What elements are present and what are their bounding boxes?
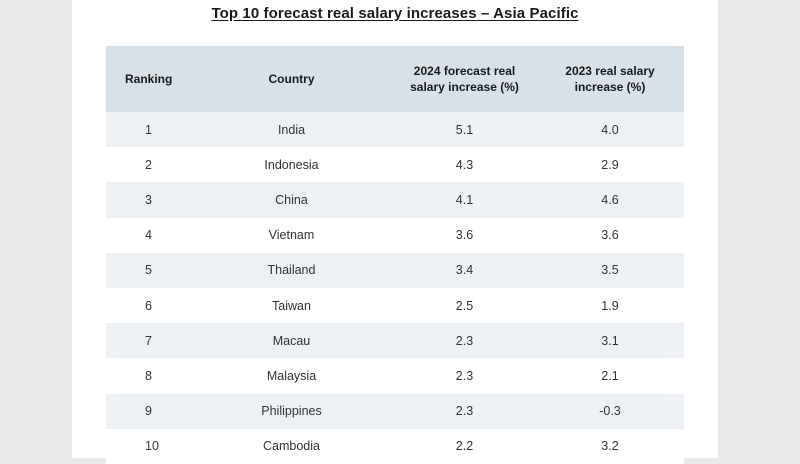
cell-2023-actual: 3.1 — [536, 323, 684, 359]
cell-2023-actual: 2.9 — [536, 147, 684, 183]
cell-country: Philippines — [190, 393, 393, 429]
cell-rank: 2 — [106, 147, 190, 183]
table-row: 4 Vietnam 3.6 3.6 — [106, 217, 684, 253]
cell-2023-actual: 1.9 — [536, 287, 684, 324]
table-row: 3 China 4.1 4.6 — [106, 182, 684, 218]
cell-2024-forecast: 2.2 — [393, 428, 536, 464]
cell-country: Taiwan — [190, 287, 393, 324]
table-header: Ranking Country 2024 forecast real salar… — [106, 46, 684, 112]
article-page: Top 10 forecast real salary increases – … — [72, 0, 718, 464]
table-row: 8 Malaysia 2.3 2.1 — [106, 358, 684, 394]
cell-rank: 8 — [106, 358, 190, 394]
cell-2024-forecast: 2.5 — [393, 287, 536, 324]
header-2024-forecast: 2024 forecast real salary increase (%) — [393, 46, 536, 112]
salary-table-container: Ranking Country 2024 forecast real salar… — [106, 46, 684, 464]
cell-2024-forecast: 2.3 — [393, 393, 536, 429]
cell-rank: 7 — [106, 323, 190, 359]
cell-country: Malaysia — [190, 358, 393, 394]
cell-2024-forecast: 2.3 — [393, 358, 536, 394]
cell-2023-actual: 3.6 — [536, 217, 684, 253]
cell-2023-actual: 4.0 — [536, 112, 684, 148]
cell-2024-forecast: 4.1 — [393, 182, 536, 218]
cell-rank: 3 — [106, 182, 190, 218]
cell-rank: 5 — [106, 252, 190, 288]
cell-2023-actual: 4.6 — [536, 182, 684, 218]
cell-rank: 6 — [106, 287, 190, 324]
header-row: Ranking Country 2024 forecast real salar… — [106, 46, 684, 112]
cell-rank: 1 — [106, 112, 190, 148]
cell-2023-actual: 2.1 — [536, 358, 684, 394]
table-row: 6 Taiwan 2.5 1.9 — [106, 287, 684, 324]
table-row: 7 Macau 2.3 3.1 — [106, 323, 684, 359]
cell-country: China — [190, 182, 393, 218]
cell-2024-forecast: 3.4 — [393, 252, 536, 288]
cell-rank: 10 — [106, 428, 190, 464]
cell-country: Vietnam — [190, 217, 393, 253]
header-ranking: Ranking — [106, 46, 190, 112]
header-2023-actual: 2023 real salary increase (%) — [536, 46, 684, 112]
cell-rank: 9 — [106, 393, 190, 429]
cell-country: India — [190, 112, 393, 148]
cell-country: Macau — [190, 323, 393, 359]
cell-2023-actual: -0.3 — [536, 393, 684, 429]
salary-table: Ranking Country 2024 forecast real salar… — [106, 46, 684, 464]
cell-2024-forecast: 4.3 — [393, 147, 536, 183]
cell-country: Indonesia — [190, 147, 393, 183]
cell-2023-actual: 3.2 — [536, 428, 684, 464]
table-row: 1 India 5.1 4.0 — [106, 112, 684, 148]
cell-2024-forecast: 3.6 — [393, 217, 536, 253]
header-country: Country — [190, 46, 393, 112]
table-title: Top 10 forecast real salary increases – … — [211, 5, 579, 22]
cell-2024-forecast: 5.1 — [393, 112, 536, 148]
cell-2024-forecast: 2.3 — [393, 323, 536, 359]
table-row: 9 Philippines 2.3 -0.3 — [106, 393, 684, 429]
cell-country: Cambodia — [190, 428, 393, 464]
table-row: 10 Cambodia 2.2 3.2 — [106, 428, 684, 464]
table-row: 5 Thailand 3.4 3.5 — [106, 252, 684, 288]
cell-2023-actual: 3.5 — [536, 252, 684, 288]
table-row: 2 Indonesia 4.3 2.9 — [106, 147, 684, 183]
cell-rank: 4 — [106, 217, 190, 253]
table-body: 1 India 5.1 4.0 2 Indonesia 4.3 2.9 3 Ch… — [106, 112, 684, 464]
cell-country: Thailand — [190, 252, 393, 288]
